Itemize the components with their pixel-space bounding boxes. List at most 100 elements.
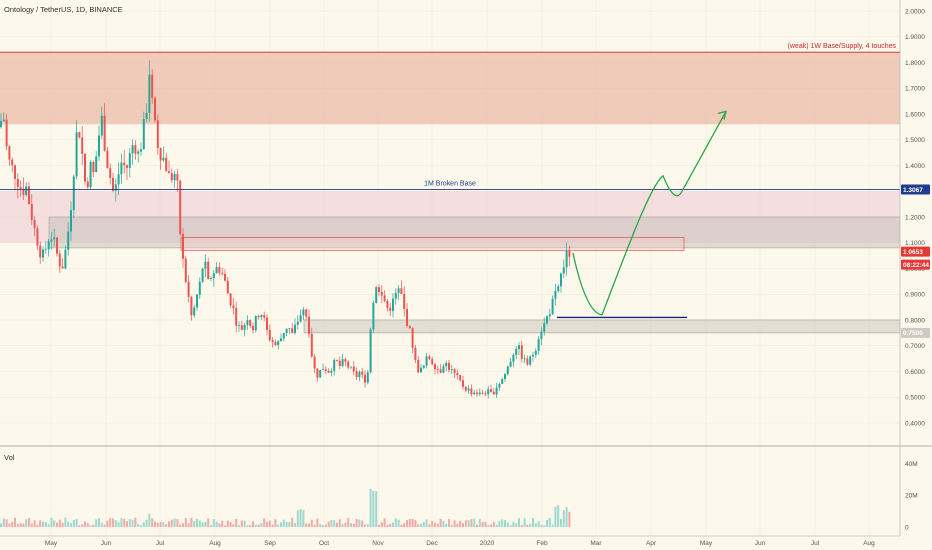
candle-body — [473, 392, 476, 395]
volume-bar — [392, 522, 394, 527]
candle-body — [548, 314, 551, 317]
candle-body — [400, 288, 403, 294]
candle-body — [478, 392, 481, 395]
candle-body — [397, 288, 400, 293]
candle-body — [120, 162, 123, 175]
candle-body — [501, 379, 504, 384]
volume-bar — [271, 524, 274, 527]
candle-body — [70, 210, 72, 232]
volume-bar — [173, 518, 176, 527]
candle-body — [61, 266, 64, 269]
candle-body — [364, 374, 366, 383]
candle-body — [453, 369, 456, 374]
candle-body — [322, 369, 324, 371]
volume-bar — [210, 525, 212, 527]
candle-body — [520, 345, 523, 359]
volume-bar — [308, 523, 310, 527]
x-tick-label: Jun — [101, 540, 112, 547]
volume-bar — [324, 524, 327, 527]
volume-bar — [518, 518, 520, 527]
candle-body — [481, 392, 484, 394]
volume-bar — [128, 519, 131, 527]
candle-body — [117, 174, 120, 185]
volume-bar — [422, 522, 425, 527]
volume-bar — [453, 520, 456, 527]
zone-rect — [303, 319, 901, 334]
candle-body — [498, 383, 501, 388]
x-tick-label: Mar — [590, 540, 602, 547]
candle-body — [324, 369, 327, 371]
volume-bar — [400, 524, 403, 527]
volume-bar — [123, 518, 126, 527]
volume-bar — [64, 517, 67, 527]
candle-body — [44, 249, 47, 251]
candle-body — [386, 300, 389, 308]
x-tick-label: Aug — [209, 540, 221, 547]
volume-bar — [190, 517, 193, 527]
candle-body — [170, 173, 173, 181]
volume-bar — [2, 518, 5, 527]
volume-bar — [439, 518, 442, 527]
candle-body — [422, 365, 425, 368]
projection-arrowhead — [717, 110, 727, 120]
candle-body — [212, 273, 215, 279]
volume-bar — [336, 522, 338, 527]
price-badge-label: 0.7500 — [903, 330, 923, 337]
candle-body — [25, 186, 28, 195]
candle-body — [487, 389, 490, 395]
volume-bar — [204, 521, 207, 527]
volume-bar — [498, 521, 501, 527]
volume-bar — [442, 520, 445, 527]
candle-body — [266, 317, 268, 330]
candle-body — [291, 328, 294, 334]
volume-bar — [467, 519, 470, 527]
volume-bar — [557, 505, 560, 527]
volume-bar — [481, 521, 484, 527]
zone-rect — [180, 237, 685, 251]
time-axis[interactable]: May Jun Jul Aug Sep Oct Nov Dec 2020 Feb Mar Apr May… — [45, 540, 875, 547]
volume-bar — [98, 518, 100, 527]
candle-body — [168, 171, 170, 174]
candle-body — [459, 375, 462, 381]
volume-bar — [288, 522, 291, 527]
price-badge — [901, 259, 930, 270]
x-tick-label: Sep — [264, 540, 276, 547]
volume-bar — [369, 488, 372, 527]
candle-body — [375, 287, 378, 303]
volume-bar — [476, 524, 478, 527]
volume-bar — [16, 523, 19, 527]
candle-body — [22, 189, 25, 195]
volume-bar — [403, 523, 406, 527]
candle-body — [305, 309, 308, 317]
volume-bar — [145, 519, 148, 527]
candle-body — [280, 338, 282, 342]
volume-bar — [72, 519, 75, 527]
candle-body — [252, 325, 254, 331]
volume-bar — [554, 506, 557, 527]
x-tick-label: Aug — [863, 540, 875, 547]
annotations: (weak) 1W Base/Supply, 4 touches 1M Broke… — [424, 43, 930, 338]
volume-bar — [495, 524, 498, 527]
volume-bar — [350, 522, 352, 527]
candle-body — [551, 298, 554, 315]
volume-bar — [58, 519, 61, 527]
volume-bar — [546, 519, 548, 527]
volume-bar — [394, 518, 397, 527]
volume-bar — [207, 518, 210, 527]
volume-bar — [22, 523, 25, 527]
candle-body — [137, 151, 140, 154]
candle-body — [72, 176, 75, 211]
volume-bar — [95, 519, 98, 527]
volume-bar — [50, 517, 53, 527]
candle-body — [56, 237, 58, 254]
volume-bar — [364, 524, 366, 527]
candle-body — [350, 366, 352, 368]
volume-bar — [154, 521, 156, 527]
candle-body — [296, 321, 299, 325]
candle-body — [336, 359, 338, 361]
candle-body — [64, 249, 67, 269]
volume-bar — [126, 521, 128, 527]
volume-bar — [240, 520, 243, 527]
volume-bar — [53, 520, 56, 527]
